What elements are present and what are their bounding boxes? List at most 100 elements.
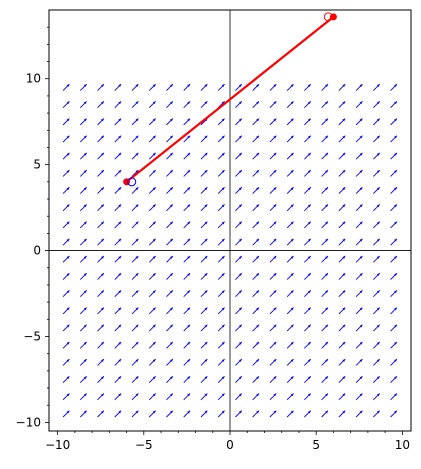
field-arrow-head: [394, 255, 397, 259]
field-arrow-head: [204, 238, 208, 242]
field-arrow-head: [170, 221, 173, 225]
field-arrow-head: [66, 393, 70, 397]
field-arrow-head: [342, 238, 346, 242]
field-arrow-head: [394, 307, 397, 311]
field-arrow-head: [290, 101, 294, 105]
field-arrow-head: [394, 221, 397, 225]
field-arrow-head: [307, 238, 311, 242]
field-arrow-head: [238, 84, 242, 87]
field-arrow-head: [359, 170, 363, 173]
field-arrow-head: [66, 307, 70, 311]
field-arrow-head: [66, 204, 70, 208]
field-arrow-head: [83, 324, 87, 328]
field-arrow-head: [135, 101, 139, 105]
field-arrow-head: [307, 152, 311, 156]
field-arrow-head: [342, 101, 346, 105]
field-arrow-head: [221, 324, 225, 328]
field-arrow-head: [66, 187, 70, 191]
field-arrow-head: [256, 187, 260, 191]
field-arrow-head: [256, 410, 260, 414]
field-arrow-head: [118, 359, 122, 362]
field-arrow-head: [342, 324, 346, 328]
field-arrow-head: [221, 376, 225, 380]
field-arrow-head: [187, 221, 191, 225]
field-arrow-head: [394, 152, 397, 156]
field-arrow-head: [359, 376, 363, 380]
field-arrow-head: [273, 273, 277, 276]
field-arrow-head: [290, 238, 294, 242]
field-arrow-head: [170, 393, 173, 397]
field-arrow-head: [256, 359, 260, 362]
field-arrow-head: [83, 101, 87, 105]
field-arrow-head: [394, 410, 397, 414]
field-arrow-head: [170, 170, 173, 173]
field-arrow-head: [290, 187, 294, 191]
field-arrow-head: [118, 341, 122, 345]
field-arrow-head: [221, 359, 225, 362]
field-arrow-head: [204, 255, 208, 259]
field-arrow-head: [135, 290, 139, 294]
field-arrow-head: [394, 118, 397, 122]
field-arrow-head: [307, 393, 311, 397]
field-arrow-head: [273, 238, 277, 242]
field-arrow-head: [394, 238, 397, 242]
field-arrow-head: [325, 324, 328, 328]
field-arrow-head: [66, 341, 70, 345]
field-arrow-head: [204, 135, 208, 139]
field-arrow-head: [83, 204, 87, 208]
field-arrow-head: [221, 341, 225, 345]
field-arrow-head: [290, 410, 294, 414]
field-arrow-head: [118, 410, 122, 414]
field-arrow-head: [325, 376, 328, 380]
field-arrow-head: [170, 341, 173, 345]
field-arrow-head: [273, 152, 277, 156]
field-arrow-head: [152, 221, 156, 225]
field-arrow-head: [83, 170, 87, 173]
field-arrow-head: [83, 221, 87, 225]
field-arrow-head: [204, 324, 208, 328]
field-arrow-head: [101, 170, 104, 173]
field-arrow-head: [187, 152, 191, 156]
field-arrow-head: [290, 376, 294, 380]
field-arrow-head: [325, 410, 328, 414]
field-arrow-head: [118, 238, 122, 242]
field-arrow-head: [359, 307, 363, 311]
field-arrow-head: [238, 118, 242, 122]
field-arrow-head: [238, 341, 242, 345]
field-arrow-head: [118, 187, 122, 191]
field-arrow-head: [221, 221, 225, 225]
field-arrow-head: [66, 376, 70, 380]
field-arrow-head: [152, 255, 156, 259]
field-arrow-head: [394, 135, 397, 139]
field-arrow-head: [152, 152, 156, 156]
field-arrow-head: [342, 204, 346, 208]
field-arrow-head: [135, 376, 139, 380]
field-arrow-head: [307, 290, 311, 294]
field-arrow-head: [359, 204, 363, 208]
field-arrow-head: [273, 376, 277, 380]
field-arrow-head: [376, 290, 380, 294]
field-arrow-head: [376, 359, 380, 362]
field-arrow-head: [307, 410, 311, 414]
field-arrow-head: [256, 341, 260, 345]
field-arrow-head: [101, 187, 104, 191]
field-arrow-head: [135, 187, 139, 191]
field-arrow-head: [66, 273, 70, 276]
field-arrow-head: [325, 101, 328, 105]
field-arrow-head: [187, 118, 191, 122]
field-arrow-head: [118, 307, 122, 311]
field-arrow-head: [307, 221, 311, 225]
field-arrow-head: [342, 84, 346, 87]
field-arrow-head: [187, 376, 191, 380]
field-arrow-head: [290, 393, 294, 397]
field-arrow-head: [204, 341, 208, 345]
field-arrow-head: [118, 84, 122, 87]
field-arrow-head: [187, 273, 191, 276]
field-arrow-head: [325, 118, 328, 122]
field-arrow-head: [66, 84, 70, 87]
field-arrow-head: [83, 359, 87, 362]
field-arrow-head: [256, 273, 260, 276]
field-arrow-head: [376, 101, 380, 105]
field-arrow-head: [83, 376, 87, 380]
field-arrow-head: [307, 84, 311, 87]
